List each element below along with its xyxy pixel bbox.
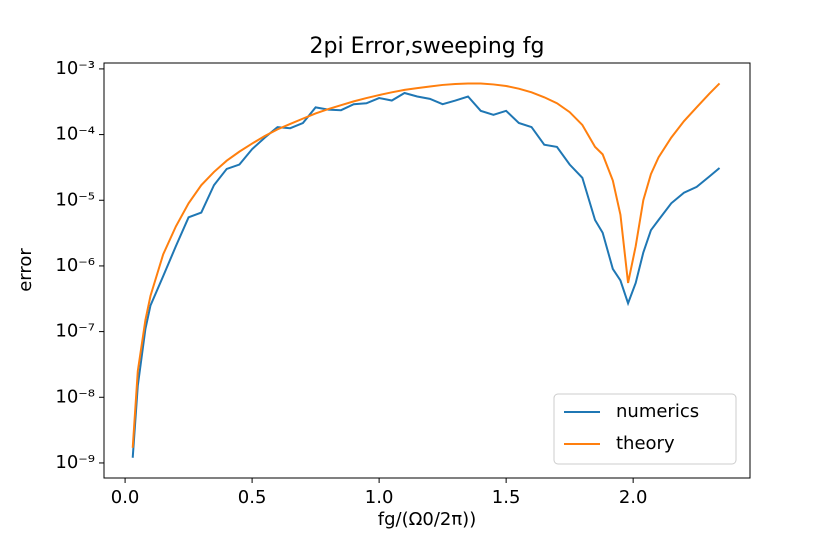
x-tick-label: 0.5 [238, 487, 267, 508]
legend-label: numerics [616, 401, 699, 422]
series-line [131, 91, 721, 458]
y-tick-label: 10⁻⁹ [55, 452, 95, 473]
series-line [131, 82, 721, 448]
x-axis-label: fg/(Ω0/2π)) [378, 509, 476, 530]
plot-frame [103, 62, 751, 479]
x-tick-label: 0.0 [111, 487, 140, 508]
x-tick-label: 1.5 [492, 487, 521, 508]
y-tick-label: 10⁻³ [55, 58, 95, 79]
x-tick-label: 2.0 [619, 487, 648, 508]
y-tick-label: 10⁻⁷ [55, 321, 95, 342]
x-tick-label: 1.0 [365, 487, 394, 508]
y-tick-label: 10⁻⁵ [55, 189, 95, 210]
y-tick-label: 10⁻⁶ [55, 255, 95, 276]
y-tick-label: 10⁻⁸ [55, 386, 95, 407]
y-axis-label: error [15, 248, 36, 292]
legend-label: theory [616, 433, 675, 454]
y-tick-label: 10⁻⁴ [55, 124, 95, 145]
chart-title: 2pi Error,sweeping fg [310, 34, 545, 59]
